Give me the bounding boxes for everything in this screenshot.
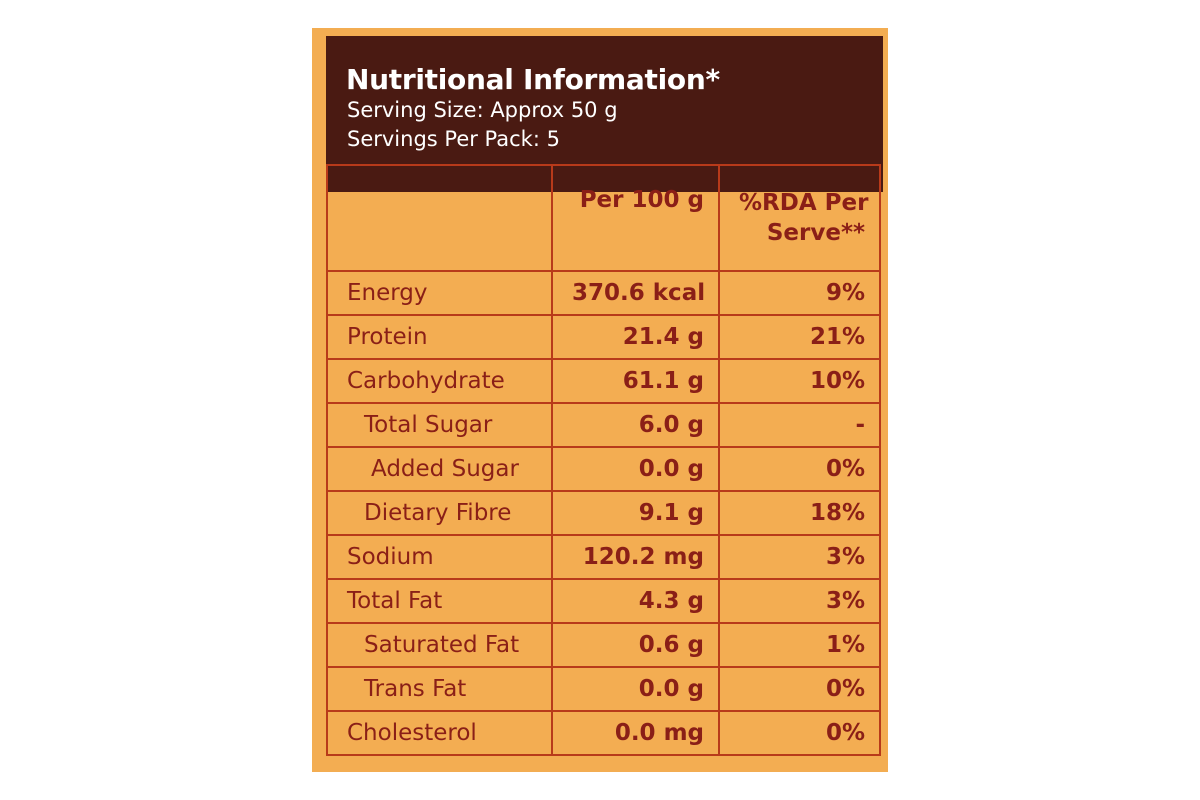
per-100g-value: 0.0 g (551, 666, 720, 712)
per-100g-value: 370.6 kcal (551, 270, 720, 316)
column-header-nutrient (326, 164, 553, 272)
table-row: Total Fat 4.3 g 3% (326, 578, 881, 624)
rda-percent-value: 10% (718, 358, 881, 404)
nutrient-name: Carbohydrate (326, 358, 553, 404)
nutrient-name: Sodium (326, 534, 553, 580)
per-100g-value: 21.4 g (551, 314, 720, 360)
table-row: Cholesterol 0.0 mg 0% (326, 710, 881, 756)
nutrient-name: Dietary Fibre (326, 490, 553, 536)
per-100g-value: 61.1 g (551, 358, 720, 404)
table-header-row: Per 100 g %RDA Per Serve** (326, 164, 881, 272)
nutrient-name: Saturated Fat (326, 622, 553, 668)
per-100g-value: 6.0 g (551, 402, 720, 448)
rda-percent-value: 9% (718, 270, 881, 316)
serving-size: Serving Size: Approx 50 g (347, 98, 618, 122)
table-row: Dietary Fibre 9.1 g 18% (326, 490, 881, 536)
servings-per-pack: Servings Per Pack: 5 (347, 127, 560, 151)
table-row: Added Sugar 0.0 g 0% (326, 446, 881, 492)
rda-percent-value: 1% (718, 622, 881, 668)
column-header-rda-per-serve: %RDA Per Serve** (718, 164, 881, 272)
rda-percent-value: 21% (718, 314, 881, 360)
table-row: Trans Fat 0.0 g 0% (326, 666, 881, 712)
column-header-per-100g: Per 100 g (551, 164, 720, 272)
rda-percent-value: 3% (718, 534, 881, 580)
per-100g-value: 0.0 mg (551, 710, 720, 756)
per-100g-value: 120.2 mg (551, 534, 720, 580)
nutrient-name: Energy (326, 270, 553, 316)
rda-percent-value: 0% (718, 666, 881, 712)
nutrient-name: Trans Fat (326, 666, 553, 712)
nutrition-table: Per 100 g %RDA Per Serve** Energy 370.6 kc… (326, 164, 881, 756)
table-row: Saturated Fat 0.6 g 1% (326, 622, 881, 668)
per-100g-value: 9.1 g (551, 490, 720, 536)
nutrient-name: Added Sugar (326, 446, 553, 492)
per-100g-value: 4.3 g (551, 578, 720, 624)
rda-percent-value: 0% (718, 446, 881, 492)
per-100g-value: 0.0 g (551, 446, 720, 492)
rda-percent-value: 0% (718, 710, 881, 756)
per-100g-value: 0.6 g (551, 622, 720, 668)
rda-percent-value: - (718, 402, 881, 448)
rda-percent-value: 3% (718, 578, 881, 624)
rda-percent-value: 18% (718, 490, 881, 536)
table-row: Energy 370.6 kcal 9% (326, 270, 881, 316)
table-row: Total Sugar 6.0 g- (326, 402, 881, 448)
nutrition-label: Nutritional Information* Serving Size: A… (312, 28, 888, 772)
nutrient-name: Total Fat (326, 578, 553, 624)
table-row: Carbohydrate 61.1 g 10% (326, 358, 881, 404)
nutrient-name: Cholesterol (326, 710, 553, 756)
table-row: Protein 21.4 g 21% (326, 314, 881, 360)
label-title: Nutritional Information* (346, 63, 720, 96)
nutrient-name: Total Sugar (326, 402, 553, 448)
nutrient-name: Protein (326, 314, 553, 360)
table-row: Sodium 120.2 mg 3% (326, 534, 881, 580)
